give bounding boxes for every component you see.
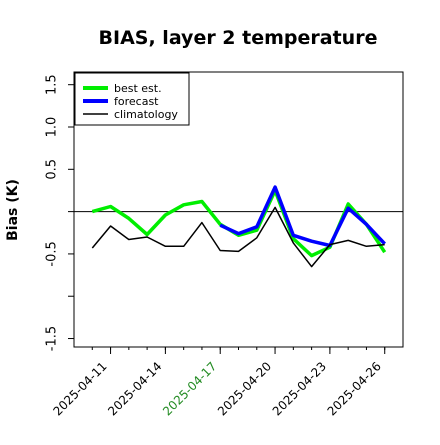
x-tick-label: 2025-04-23: [270, 359, 329, 418]
y-tick-label: 1.0: [45, 117, 60, 138]
y-axis-label: Bias (K): [5, 179, 21, 241]
chart-title: BIAS, layer 2 temperature: [99, 27, 378, 49]
legend: best est. forecast climatology: [74, 72, 190, 126]
legend-label-best-est: best est.: [114, 82, 162, 95]
series-layer: [91, 185, 387, 268]
legend-label-climatology: climatology: [114, 108, 178, 121]
series-line-climatology: [91, 206, 385, 268]
y-tick-label: 1.5: [45, 74, 60, 95]
axis-ticks: 1.51.00.5-0.5-1.52025-04-112025-04-14202…: [45, 74, 386, 418]
x-tick-label: 2025-04-14: [105, 359, 164, 418]
y-tick-label: 0.5: [45, 159, 60, 180]
x-tick-label: 2025-04-11: [50, 359, 109, 418]
x-tick-label: 2025-04-17: [160, 359, 219, 418]
legend-box: [74, 72, 190, 126]
y-tick-label: -1.5: [45, 326, 60, 351]
x-tick-label: 2025-04-20: [215, 359, 274, 418]
x-tick-label: 2025-04-26: [325, 359, 384, 418]
series-line-forecast: [219, 185, 386, 248]
legend-label-forecast: forecast: [114, 95, 159, 108]
y-tick-label: -0.5: [45, 241, 60, 266]
